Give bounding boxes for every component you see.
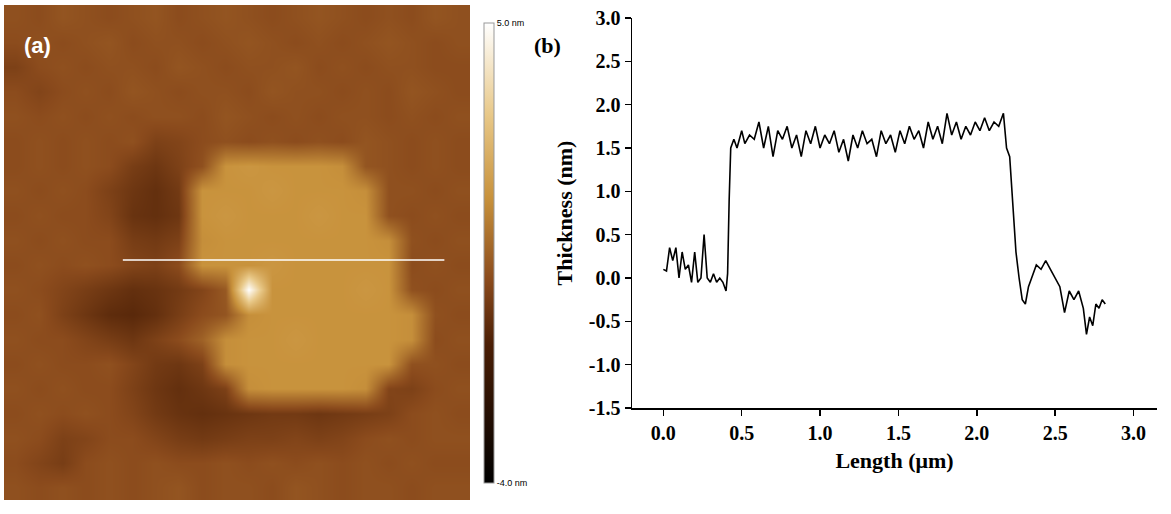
svg-text:(a): (a) <box>24 33 51 58</box>
svg-text:-0.5: -0.5 <box>589 310 621 332</box>
svg-text:1.0: 1.0 <box>596 180 621 202</box>
svg-text:0.5: 0.5 <box>729 422 754 444</box>
svg-text:(b): (b) <box>534 33 561 58</box>
svg-text:-1.0: -1.0 <box>589 354 621 376</box>
svg-text:0.5: 0.5 <box>596 224 621 246</box>
svg-text:2.5: 2.5 <box>596 50 621 72</box>
svg-text:1.5: 1.5 <box>596 137 621 159</box>
svg-text:Length (μm): Length (μm) <box>835 448 953 473</box>
svg-text:2.0: 2.0 <box>964 422 989 444</box>
svg-text:1.5: 1.5 <box>886 422 911 444</box>
svg-text:3.0: 3.0 <box>1121 422 1146 444</box>
svg-text:-4.0 nm: -4.0 nm <box>497 478 528 488</box>
svg-text:0.0: 0.0 <box>596 267 621 289</box>
svg-text:-1.5: -1.5 <box>589 397 621 419</box>
svg-text:2.5: 2.5 <box>1043 422 1068 444</box>
svg-text:1.0: 1.0 <box>808 422 833 444</box>
svg-text:Thickness (nm): Thickness (nm) <box>552 141 577 286</box>
svg-text:3.0: 3.0 <box>596 7 621 29</box>
svg-text:5.0 nm: 5.0 nm <box>497 18 525 28</box>
svg-text:2.0: 2.0 <box>596 94 621 116</box>
svg-text:0.0: 0.0 <box>651 422 676 444</box>
